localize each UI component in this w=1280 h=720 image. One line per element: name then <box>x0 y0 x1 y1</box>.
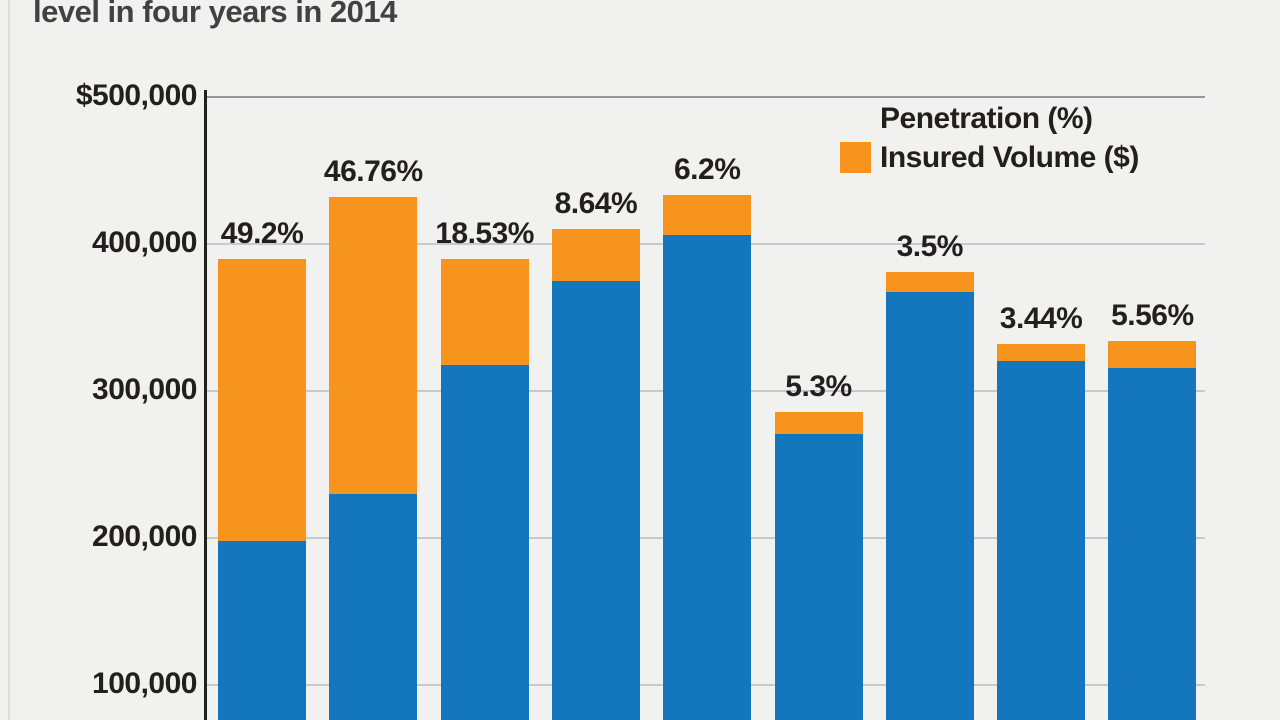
y-tick-label: $500,000 <box>75 79 198 112</box>
bar-base-segment <box>218 540 306 720</box>
bar-volume-segment <box>663 195 752 235</box>
legend-row-penetration: Penetration (%) <box>840 102 1139 135</box>
y-tick-label: 400,000 <box>92 226 197 259</box>
y-axis-line <box>204 90 207 720</box>
chart-title: level in four years in 2014 <box>33 0 397 29</box>
bar-base-segment <box>774 433 863 720</box>
bar-percent-label: 3.5% <box>896 229 964 263</box>
bar-percent-label: 8.64% <box>554 187 638 221</box>
bar-base-segment <box>440 364 529 720</box>
bar-base-segment <box>551 281 640 720</box>
bar-base-segment <box>885 291 974 720</box>
legend-swatch-insured-volume <box>840 142 871 173</box>
bar-percent-label: 18.53% <box>435 216 534 250</box>
bar-volume-segment <box>551 229 640 282</box>
bar-volume-segment <box>440 258 529 365</box>
bar-base-segment <box>997 360 1086 720</box>
bar-volume-segment <box>774 411 863 434</box>
legend-label-penetration: Penetration (%) <box>880 101 1093 135</box>
bar-volume-segment <box>997 343 1086 361</box>
y-tick-label: 200,000 <box>92 520 197 553</box>
bar-percent-label: 3.44% <box>999 301 1083 335</box>
bar-volume-segment <box>1108 341 1197 369</box>
legend-row-insured-volume: Insured Volume ($) <box>840 141 1139 174</box>
bar-percent-label: 5.3% <box>785 369 852 403</box>
bar-percent-label: 49.2% <box>220 216 304 250</box>
bar-volume-segment <box>329 196 418 494</box>
y-tick-label: 300,000 <box>92 373 197 406</box>
bar-percent-label: 5.56% <box>1111 299 1194 333</box>
legend-label-insured-volume: Insured Volume ($) <box>880 140 1139 174</box>
bar-base-segment <box>663 234 752 720</box>
card-left-border <box>8 0 10 720</box>
bar-volume-segment <box>885 271 974 292</box>
bar-percent-label: 46.76% <box>323 154 423 188</box>
bar-base-segment <box>329 493 418 720</box>
y-tick-label: 100,000 <box>92 667 197 700</box>
bar-percent-label: 6.2% <box>673 153 741 187</box>
bar-base-segment <box>1108 368 1197 720</box>
bar-volume-segment <box>218 258 306 541</box>
gridline <box>207 96 1205 98</box>
legend: Penetration (%) Insured Volume ($) <box>840 102 1139 180</box>
